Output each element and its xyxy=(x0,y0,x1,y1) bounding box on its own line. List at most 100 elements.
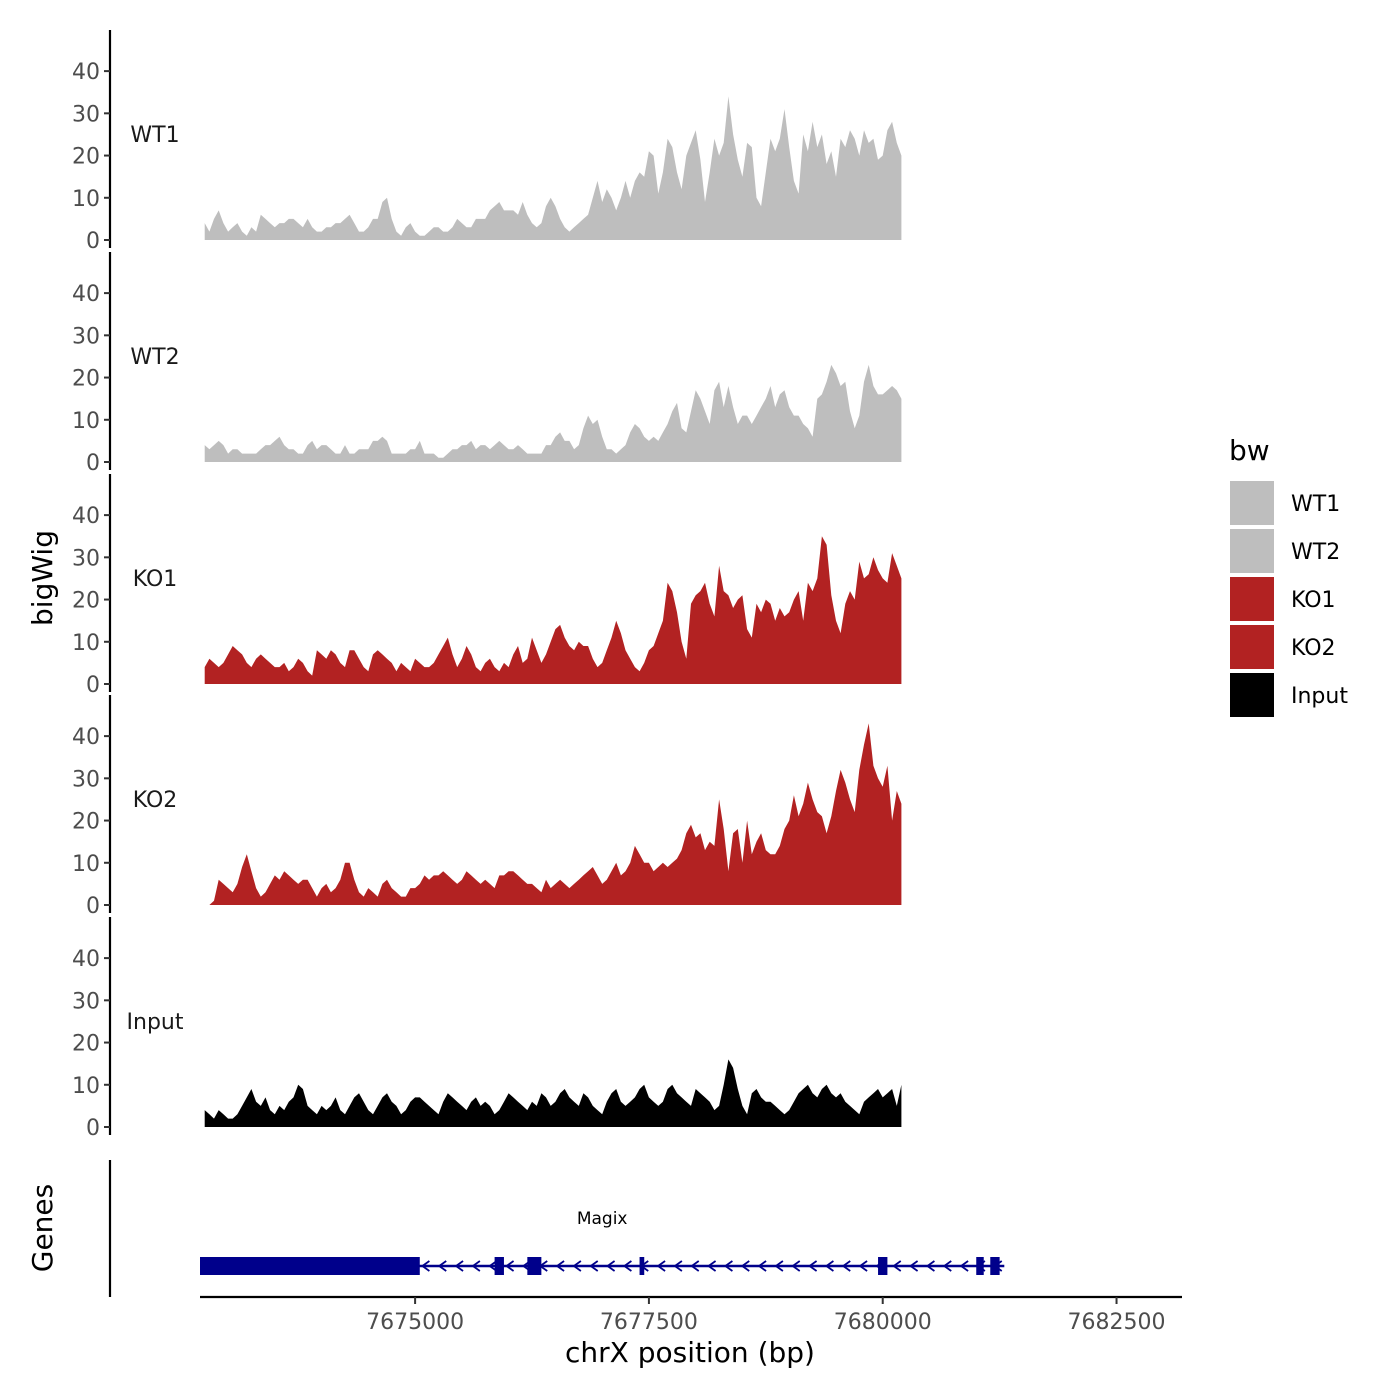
legend-item-wt1: WT1 xyxy=(1228,479,1340,527)
track-panel-wt2: 0 10 20 30 40 WT2 xyxy=(72,252,902,476)
strand-arrow xyxy=(656,1260,666,1272)
legend-swatch xyxy=(1228,527,1276,575)
legend-label: WT2 xyxy=(1291,540,1340,565)
legend: WT1 WT2 KO1 KO2 Input xyxy=(1228,479,1348,719)
y-tick-label: 40 xyxy=(72,947,100,972)
track-label: KO2 xyxy=(133,788,178,813)
strand-arrow xyxy=(690,1260,700,1272)
y-tick-label: 0 xyxy=(86,673,100,698)
strand-arrow xyxy=(488,1260,498,1272)
strand-arrow xyxy=(791,1260,801,1272)
y-tick-label: 20 xyxy=(72,810,100,835)
strand-arrow xyxy=(673,1260,683,1272)
y-tick-label: 20 xyxy=(72,589,100,614)
x-tick-label: 7677500 xyxy=(600,1310,698,1335)
strand-arrow xyxy=(959,1260,969,1272)
y-tick-label: 30 xyxy=(72,546,100,571)
strand-arrow xyxy=(723,1260,733,1272)
strand-arrow xyxy=(471,1260,481,1272)
y-tick-label: 0 xyxy=(86,451,100,476)
track-label: KO1 xyxy=(133,567,178,592)
y-tick-label: 0 xyxy=(86,229,100,254)
y-tick-label: 10 xyxy=(72,631,100,656)
legend-swatch xyxy=(1228,479,1276,527)
strand-arrow xyxy=(505,1260,515,1272)
y-tick-label: 40 xyxy=(72,282,100,307)
area-series-input xyxy=(204,1059,902,1127)
gene-exon xyxy=(639,1257,645,1275)
strand-arrow xyxy=(622,1260,632,1272)
strand-arrow xyxy=(437,1260,447,1272)
gene-exon xyxy=(990,1257,1000,1275)
y-tick-label: 40 xyxy=(72,725,100,750)
y-tick-label: 30 xyxy=(72,324,100,349)
legend-title: bw xyxy=(1229,434,1270,467)
legend-item-ko1: KO1 xyxy=(1228,575,1336,623)
strand-arrow xyxy=(589,1260,599,1272)
x-tick-label: 7680000 xyxy=(834,1310,932,1335)
gene-exon xyxy=(494,1257,504,1275)
area-series-ko2 xyxy=(204,723,902,905)
track-panel-ko2: 0 10 20 30 40 KO2 xyxy=(72,695,902,919)
y-tick-label: 20 xyxy=(72,367,100,392)
strand-arrow xyxy=(892,1260,902,1272)
y-tick-label: 30 xyxy=(72,102,100,127)
track-panels: 0 10 20 30 40 WT1 0 10 20 30 40 WT2 0 10 20 30 40 KO1 0 10 2… xyxy=(72,30,902,1141)
y-tick-label: 20 xyxy=(72,145,100,170)
gene-exon xyxy=(200,1257,420,1275)
gene-track: Magix xyxy=(108,1160,1005,1297)
legend-item-input: Input xyxy=(1228,671,1348,719)
area-series-wt2 xyxy=(204,364,902,462)
strand-arrow xyxy=(707,1260,717,1272)
gene-exon xyxy=(878,1257,888,1275)
strand-arrow xyxy=(454,1260,464,1272)
y-tick-label: 10 xyxy=(72,852,100,877)
legend-item-ko2: KO2 xyxy=(1228,623,1336,671)
x-tick-label: 7682500 xyxy=(1068,1310,1166,1335)
strand-arrow xyxy=(942,1260,952,1272)
legend-swatch xyxy=(1228,575,1276,623)
y-tick-label: 30 xyxy=(72,767,100,792)
y-tick-label: 20 xyxy=(72,1032,100,1057)
legend-swatch xyxy=(1228,623,1276,671)
y-tick-label: 40 xyxy=(72,504,100,529)
track-label: Input xyxy=(127,1010,184,1035)
strand-arrow xyxy=(808,1260,818,1272)
track-panel-ko1: 0 10 20 30 40 KO1 xyxy=(72,474,902,698)
area-series-ko1 xyxy=(204,536,902,684)
legend-label: KO1 xyxy=(1291,588,1336,613)
y-tick-label: 10 xyxy=(72,187,100,212)
gene-exon xyxy=(976,1257,984,1275)
strand-arrow xyxy=(757,1260,767,1272)
x-axis-title: chrX position (bp) xyxy=(565,1336,815,1369)
strand-arrow xyxy=(774,1260,784,1272)
legend-item-wt2: WT2 xyxy=(1228,527,1340,575)
y-tick-label: 40 xyxy=(72,60,100,85)
y-tick-label: 10 xyxy=(72,409,100,434)
x-tick-label: 7675000 xyxy=(366,1310,464,1335)
legend-swatch xyxy=(1228,671,1276,719)
strand-arrow xyxy=(420,1260,430,1272)
strand-arrow xyxy=(606,1260,616,1272)
y-axis-title: bigWig xyxy=(26,530,59,626)
legend-label: Input xyxy=(1291,684,1348,709)
track-label: WT2 xyxy=(130,345,179,370)
y-tick-label: 10 xyxy=(72,1074,100,1099)
strand-arrow xyxy=(572,1260,582,1272)
strand-arrow xyxy=(909,1260,919,1272)
legend-label: WT1 xyxy=(1291,492,1340,517)
strand-arrow xyxy=(858,1260,868,1272)
strand-arrow xyxy=(740,1260,750,1272)
x-axis: 7675000 7677500 7680000 7682500 xyxy=(200,1295,1182,1335)
gene-exon xyxy=(527,1257,542,1275)
track-panel-input: 0 10 20 30 40 Input xyxy=(72,917,902,1141)
y-tick-label: 30 xyxy=(72,989,100,1014)
strand-arrow xyxy=(925,1260,935,1272)
y-tick-label: 0 xyxy=(86,894,100,919)
gene-label: Magix xyxy=(577,1209,628,1229)
y-tick-label: 0 xyxy=(86,1116,100,1141)
track-panel-wt1: 0 10 20 30 40 WT1 xyxy=(72,30,902,254)
strand-arrow xyxy=(841,1260,851,1272)
genes-axis-title: Genes xyxy=(26,1184,59,1272)
